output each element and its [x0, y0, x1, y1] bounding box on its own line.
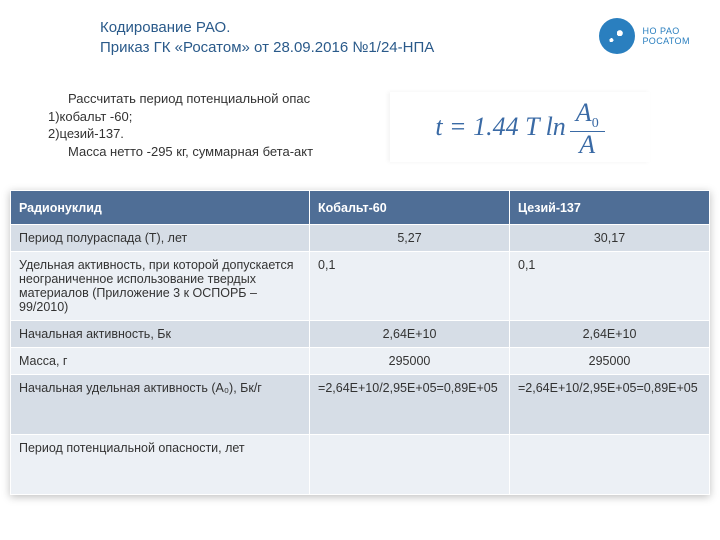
row-value-cesium: 2,64Е+10 [510, 321, 710, 348]
row-value-cobalt: 5,27 [310, 225, 510, 252]
formula-numerator: A0 [570, 100, 605, 132]
table-row: Масса, г295000295000 [11, 348, 710, 375]
col-header-radionuclide: Радионуклид [11, 191, 310, 225]
row-value-cesium: 30,17 [510, 225, 710, 252]
intro-item2: 2)цезий-137. [48, 125, 408, 143]
formula-prefix: t = 1.44 T ln [435, 112, 565, 142]
row-label: Начальная активность, Бк [11, 321, 310, 348]
row-label: Период полураспада (T), лет [11, 225, 310, 252]
table-row: Начальная удельная активность (A₀), Бк/г… [11, 375, 710, 435]
row-label: Начальная удельная активность (A₀), Бк/г [11, 375, 310, 435]
table-row: Период потенциальной опасности, лет [11, 435, 710, 495]
row-label: Удельная активность, при которой допуска… [11, 252, 310, 321]
row-label: Период потенциальной опасности, лет [11, 435, 310, 495]
row-value-cobalt: 0,1 [310, 252, 510, 321]
title-line-1: Кодирование РАО. [100, 18, 434, 38]
formula-fraction: A0 A [570, 100, 605, 158]
row-value-cesium [510, 435, 710, 495]
table-header-row: Радионуклид Кобальт-60 Цезий-137 [11, 191, 710, 225]
row-value-cesium: 295000 [510, 348, 710, 375]
intro-item1: 1)кобальт -60; [48, 108, 408, 126]
data-table: Радионуклид Кобальт-60 Цезий-137 Период … [10, 190, 710, 495]
formula-denominator: A [573, 132, 601, 158]
logo-text-line1: НО РАО [643, 26, 691, 36]
intro-line1: Рассчитать период потенциальной опас [48, 90, 408, 108]
table-row: Начальная активность, Бк2,64Е+102,64Е+10 [11, 321, 710, 348]
page-title: Кодирование РАО. Приказ ГК «Росатом» от … [100, 18, 434, 59]
formula: t = 1.44 T ln A0 A [390, 92, 650, 162]
row-value-cobalt: 295000 [310, 348, 510, 375]
table-body: Период полураспада (T), лет5,2730,17Удел… [11, 225, 710, 495]
formula-num-base: A [576, 98, 592, 127]
intro-text: Рассчитать период потенциальной опас 1)к… [48, 90, 408, 160]
title-line-2: Приказ ГК «Росатом» от 28.09.2016 №1/24-… [100, 38, 434, 58]
intro-line2: Масса нетто -295 кг, суммарная бета-акт [48, 143, 408, 161]
logo-icon [599, 18, 635, 54]
row-value-cobalt [310, 435, 510, 495]
header: Кодирование РАО. Приказ ГК «Росатом» от … [100, 18, 690, 59]
logo-text: НО РАО РОСАТОМ [643, 26, 691, 47]
logo: НО РАО РОСАТОМ [599, 18, 691, 54]
logo-text-line2: РОСАТОМ [643, 36, 691, 46]
row-value-cobalt: =2,64Е+10/2,95Е+05=0,89Е+05 [310, 375, 510, 435]
row-label: Масса, г [11, 348, 310, 375]
formula-num-sub: 0 [592, 116, 599, 131]
row-value-cobalt: 2,64Е+10 [310, 321, 510, 348]
row-value-cesium: 0,1 [510, 252, 710, 321]
row-value-cesium: =2,64Е+10/2,95Е+05=0,89Е+05 [510, 375, 710, 435]
col-header-cesium: Цезий-137 [510, 191, 710, 225]
table-row: Удельная активность, при которой допуска… [11, 252, 710, 321]
col-header-cobalt: Кобальт-60 [310, 191, 510, 225]
table-row: Период полураспада (T), лет5,2730,17 [11, 225, 710, 252]
